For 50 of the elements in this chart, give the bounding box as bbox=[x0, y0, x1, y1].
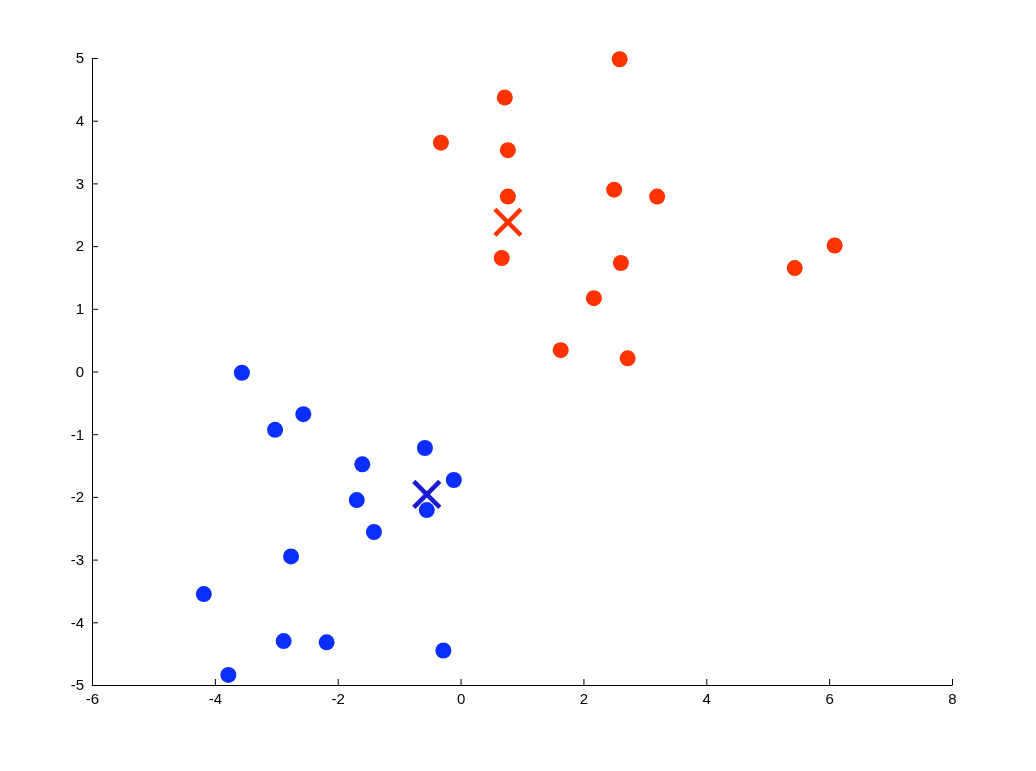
point bbox=[295, 406, 312, 423]
point bbox=[365, 524, 382, 541]
point bbox=[606, 181, 623, 198]
point bbox=[416, 439, 433, 456]
x-tick-label: -6 bbox=[85, 689, 100, 707]
point bbox=[499, 188, 516, 205]
point bbox=[348, 492, 365, 509]
point bbox=[496, 89, 513, 106]
x-tick-label: 8 bbox=[948, 689, 957, 707]
y-tick-label: 4 bbox=[75, 112, 84, 129]
point bbox=[585, 290, 602, 307]
y-tick-label: -2 bbox=[70, 488, 84, 506]
point bbox=[445, 471, 462, 488]
point bbox=[492, 207, 524, 238]
point bbox=[611, 51, 628, 68]
point bbox=[552, 342, 569, 359]
y-tick-label: 5 bbox=[75, 49, 84, 67]
point bbox=[220, 666, 237, 683]
y-tick-label: -4 bbox=[70, 613, 84, 631]
point bbox=[619, 350, 636, 367]
x-tick-label: -2 bbox=[331, 689, 345, 707]
point bbox=[826, 237, 843, 254]
x-tick-label: 0 bbox=[456, 689, 466, 707]
y-tick-label: 3 bbox=[75, 174, 84, 192]
y-tick-label: -5 bbox=[70, 676, 84, 694]
y-tick-label: -3 bbox=[70, 550, 84, 568]
point bbox=[786, 260, 803, 277]
point bbox=[267, 421, 284, 438]
y-tick-label: -1 bbox=[70, 425, 84, 443]
point bbox=[233, 364, 250, 381]
point bbox=[411, 479, 443, 510]
point bbox=[432, 134, 449, 151]
x-tick-label: -4 bbox=[208, 689, 223, 707]
point bbox=[418, 502, 435, 519]
y-tick-label: 2 bbox=[75, 237, 84, 255]
point bbox=[354, 456, 371, 473]
x-tick-label: 6 bbox=[825, 689, 834, 707]
point bbox=[275, 633, 292, 650]
point bbox=[493, 250, 510, 267]
point bbox=[435, 642, 452, 659]
y-tick-label: 0 bbox=[75, 362, 84, 380]
y-tick-label: 1 bbox=[75, 300, 84, 318]
point bbox=[649, 188, 666, 205]
point bbox=[195, 586, 212, 603]
x-tick-label: 2 bbox=[579, 689, 589, 707]
point bbox=[612, 255, 629, 272]
x-tick-label: 4 bbox=[702, 689, 711, 707]
point bbox=[318, 634, 335, 651]
point bbox=[499, 142, 516, 159]
point bbox=[283, 548, 300, 565]
